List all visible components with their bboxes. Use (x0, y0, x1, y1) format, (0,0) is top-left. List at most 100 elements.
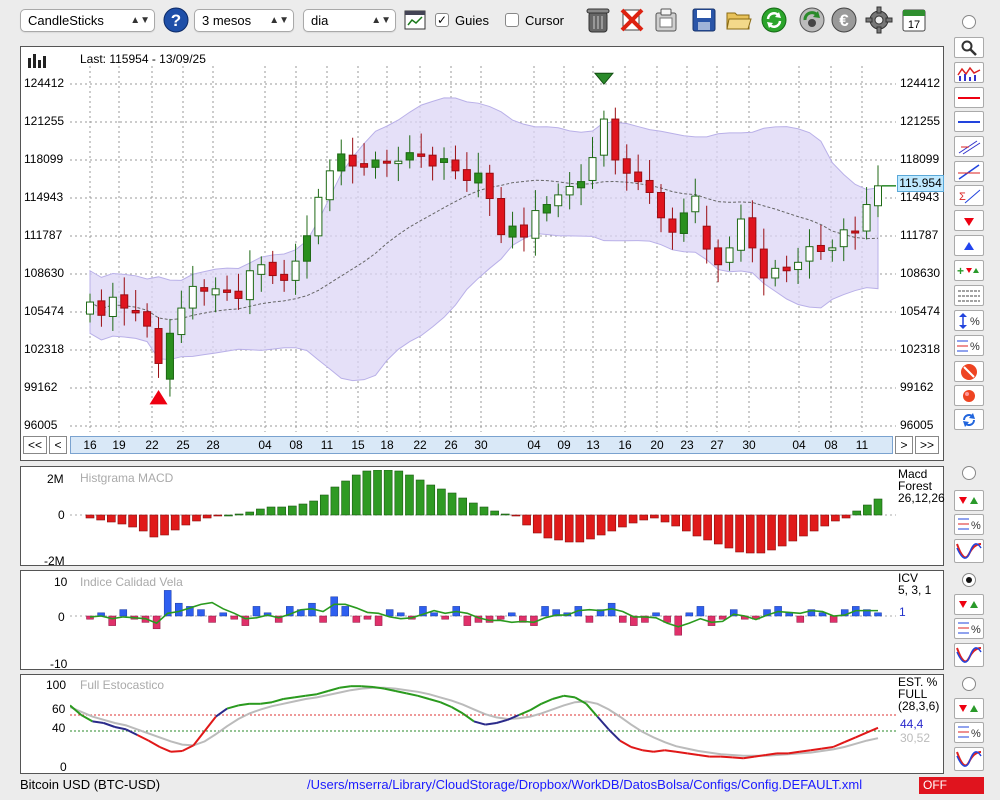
stochastic-panel-radio[interactable] (962, 677, 976, 691)
config-path-link[interactable]: /Users/mserra/Library/CloudStorage/Dropb… (307, 777, 863, 792)
candle (280, 273, 289, 281)
nav-prev-button[interactable]: < (49, 436, 67, 454)
candle (245, 270, 254, 301)
interval-select[interactable]: dia ▲▼ (303, 9, 396, 32)
candle (394, 160, 403, 165)
record-button[interactable] (954, 385, 984, 406)
stoch-k-segment (698, 754, 710, 758)
macd-plot[interactable] (70, 470, 896, 562)
trash-icon[interactable] (583, 5, 613, 35)
macd-bar (362, 470, 372, 516)
no-entry-button[interactable] (954, 361, 984, 382)
icv-panel-radio[interactable] (962, 573, 976, 587)
channel-button[interactable] (954, 136, 984, 157)
clipboard-icon[interactable] (651, 5, 681, 35)
stoch-k-segment (799, 749, 811, 753)
candle (748, 217, 757, 249)
macd-bar (799, 514, 808, 537)
stochastic-plot[interactable] (70, 677, 896, 771)
nav-last-button[interactable]: >> (915, 436, 939, 454)
sync-icon (963, 412, 975, 427)
candle (816, 244, 825, 252)
signal-arrows-button[interactable] (954, 698, 984, 719)
curve-style-button[interactable] (954, 747, 984, 771)
signal-arrows-button[interactable] (954, 594, 984, 615)
stoch-tick-40: 40 (52, 721, 66, 735)
guides-checkbox[interactable]: ✓ (435, 13, 449, 27)
blue-line-button[interactable] (954, 111, 984, 132)
instrument-label: Bitcoin USD (BTC-USD) (20, 777, 161, 792)
high-marker-icon (593, 72, 614, 85)
icv-bar (863, 609, 871, 617)
period-select[interactable]: 3 mesos ▲▼ (194, 9, 294, 32)
save-icon[interactable] (689, 5, 719, 35)
candle (782, 266, 791, 272)
stoch-k-segment (855, 731, 868, 739)
stoch-k-segment (866, 726, 879, 734)
stoch-k-segment (361, 685, 374, 688)
delete-icon[interactable] (617, 5, 647, 35)
signals-button[interactable]: + (954, 260, 984, 281)
price-tick-left: 118099 (24, 152, 64, 166)
zoom-button[interactable] (954, 37, 984, 58)
icv-bar (352, 615, 361, 623)
cursor-label: Cursor (525, 13, 565, 28)
icv-bar (241, 615, 250, 626)
record-icon (963, 389, 975, 402)
svg-text:Σ: Σ (959, 191, 966, 203)
stoch-k-segment (271, 698, 284, 704)
update-icon[interactable] (797, 5, 827, 35)
macd-panel-radio[interactable] (962, 466, 976, 480)
percent-lines-button[interactable]: % (954, 335, 984, 356)
chart-window-icon[interactable] (400, 5, 430, 35)
refresh-icon[interactable] (759, 5, 789, 35)
red-line-button[interactable] (954, 87, 984, 108)
macd-bar (564, 514, 574, 543)
curve-style-button[interactable] (954, 539, 984, 563)
sigma-button[interactable]: Σ (954, 185, 984, 206)
grid-lines-icon (958, 290, 980, 301)
icv-bar (274, 615, 283, 623)
icv-tick-bottom: -10 (50, 657, 68, 671)
stoch-k-segment (507, 714, 520, 721)
chart-type-select[interactable]: CandleSticks ▲▼ (20, 9, 155, 32)
price-tick-left: 114943 (24, 190, 64, 204)
macd-bar (106, 514, 116, 523)
trendline-button[interactable] (954, 161, 984, 182)
cursor-checkbox[interactable] (505, 13, 519, 27)
off-status-badge[interactable]: OFF (919, 777, 984, 794)
percent-lines-button[interactable]: % (954, 618, 984, 639)
signal-arrows-button[interactable] (954, 490, 984, 511)
icv-bar (208, 615, 216, 623)
sync-button[interactable] (954, 409, 984, 430)
nav-next-button[interactable]: > (895, 436, 913, 454)
macd-label-2: Forest (898, 479, 933, 493)
settings-icon[interactable] (864, 5, 894, 35)
percent-lines-button[interactable]: % (954, 722, 984, 743)
stoch-k-segment (384, 687, 396, 692)
price-plot[interactable] (70, 66, 896, 432)
icv-plot[interactable] (70, 574, 896, 666)
arrow-down-button[interactable] (954, 210, 984, 231)
help-icon[interactable]: ? (161, 5, 191, 35)
calendar-icon[interactable]: 17 (899, 5, 929, 35)
stoch-k-segment (765, 752, 778, 756)
percent-scale-button[interactable]: % (954, 310, 984, 331)
volume-button[interactable] (954, 62, 984, 83)
date-axis[interactable] (70, 436, 893, 454)
macd-bar (628, 514, 638, 524)
arrow-up-button[interactable] (954, 235, 984, 256)
icv-bar (86, 615, 94, 620)
stoch-k-segment (192, 730, 206, 747)
euro-icon[interactable]: € (829, 5, 859, 35)
macd-bar (586, 514, 595, 540)
percent-lines-button[interactable]: % (954, 514, 984, 535)
macd-bar (522, 514, 531, 526)
curve-style-button[interactable] (954, 643, 984, 667)
grid-lines-button[interactable] (954, 285, 984, 306)
folder-open-icon[interactable] (724, 5, 754, 35)
price-panel-radio[interactable] (962, 15, 976, 29)
stochastic-title: Full Estocastico (80, 678, 165, 692)
icv-bar (807, 609, 816, 617)
nav-first-button[interactable]: << (23, 436, 47, 454)
